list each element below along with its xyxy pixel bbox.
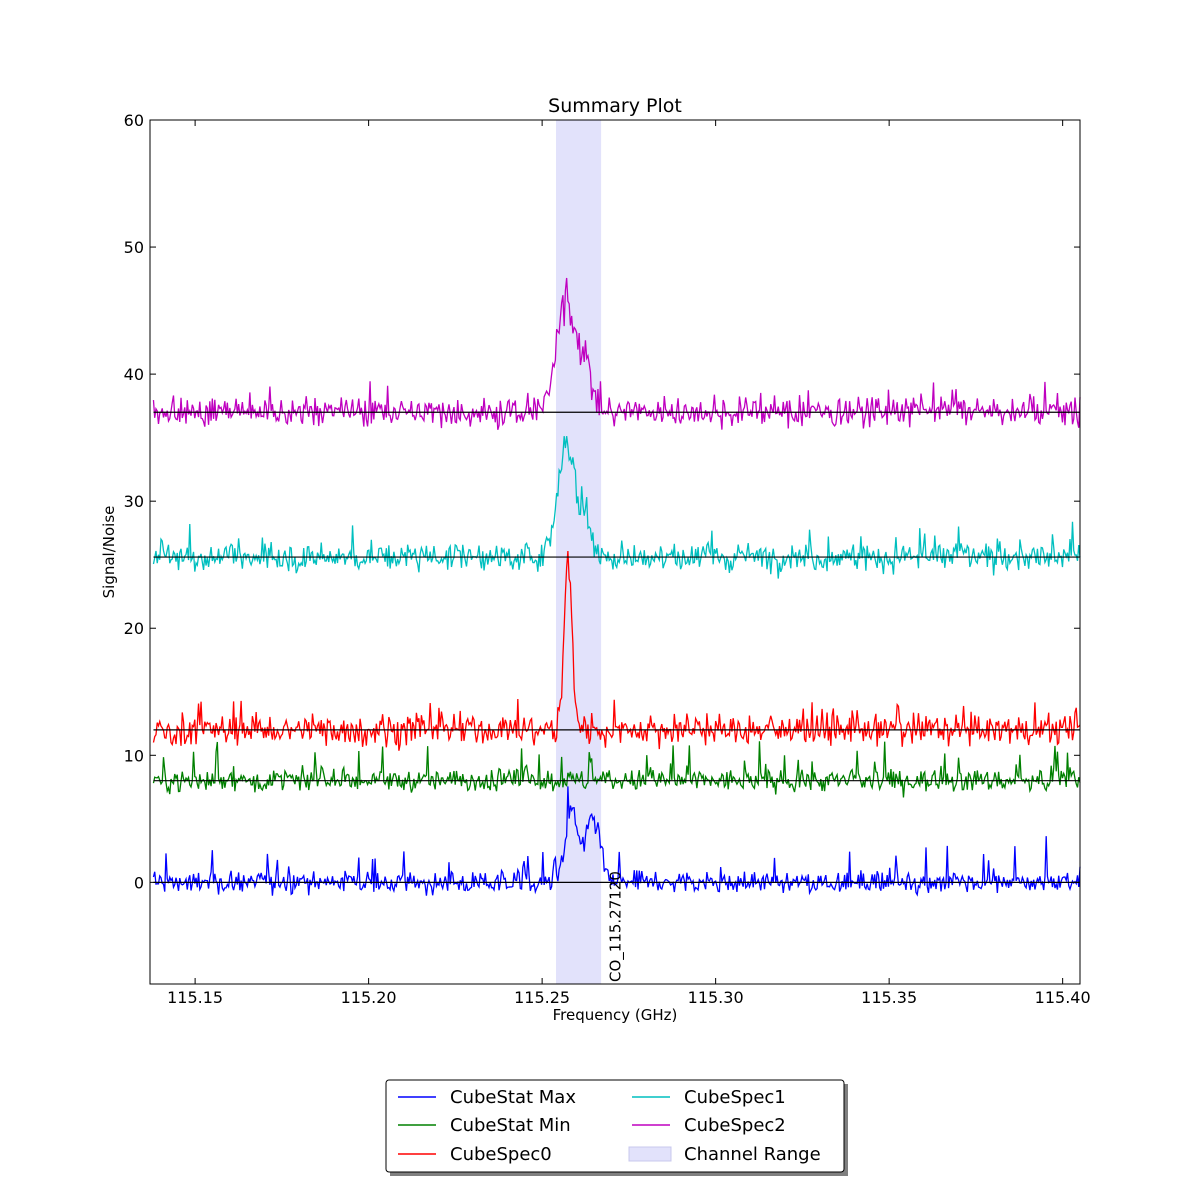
legend-box xyxy=(385,1079,845,1173)
baseline-layer xyxy=(153,411,1080,883)
legend-swatch-channel xyxy=(628,1146,672,1162)
series-line-1 xyxy=(152,741,1081,798)
y-tick-label: 50 xyxy=(124,238,144,257)
legend-label-channel: Channel Range xyxy=(684,1144,821,1165)
legend: CubeStat Max CubeStat Min CubeSpec0 CubeSpe… xyxy=(385,1079,848,1176)
x-tick-label: 115.40 xyxy=(1035,988,1091,1007)
co-line-annotation: CO_115.27120 xyxy=(607,871,626,982)
series-line-3 xyxy=(152,436,1081,579)
y-tick-label: 0 xyxy=(134,873,144,892)
x-tick-label: 115.30 xyxy=(688,988,744,1007)
legend-label-3: CubeSpec1 xyxy=(684,1087,786,1108)
y-tick-label: 10 xyxy=(124,746,144,765)
x-tick-label: 115.35 xyxy=(861,988,917,1007)
plot-frame xyxy=(149,119,1081,985)
series-line-0 xyxy=(152,786,1081,897)
legend-label-1: CubeStat Min xyxy=(450,1115,571,1136)
x-tick-label: 115.25 xyxy=(514,988,570,1007)
legend-label-4: CubeSpec2 xyxy=(684,1115,786,1136)
y-tick-label: 40 xyxy=(124,365,144,384)
x-tick-label: 115.15 xyxy=(167,988,223,1007)
y-tick-label: 60 xyxy=(124,111,144,130)
tick-layer: 115.15 115.20 115.25 115.30 115.35 115.40 0 10 2… xyxy=(124,111,1091,1007)
y-tick-label: 20 xyxy=(124,619,144,638)
chart-title: Summary Plot xyxy=(548,95,682,117)
y-tick-label: 30 xyxy=(124,492,144,511)
y-axis-label: Signal/Noise xyxy=(100,506,118,599)
x-axis-label: Frequency (GHz) xyxy=(553,1006,678,1024)
legend-items: CubeStat Max CubeStat Min CubeSpec0 CubeSpe… xyxy=(398,1087,821,1165)
legend-label-2: CubeSpec0 xyxy=(450,1144,552,1165)
series-line-2 xyxy=(152,551,1081,751)
x-tick-label: 115.20 xyxy=(341,988,397,1007)
legend-label-0: CubeStat Max xyxy=(450,1087,576,1108)
